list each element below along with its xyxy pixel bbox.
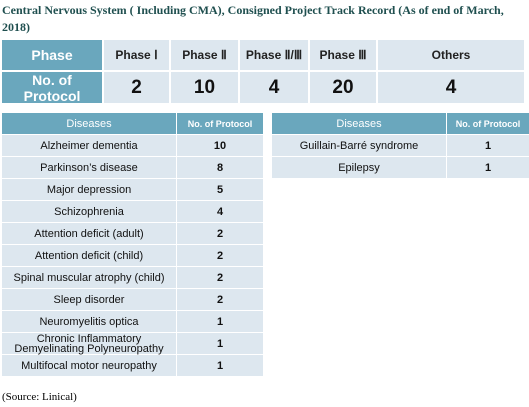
phase-header: Others (378, 40, 524, 70)
column-header: No. of Protocol (447, 113, 529, 134)
protocol-count: 4 (240, 72, 308, 103)
protocol-count: 2 (177, 245, 263, 266)
disease-name: Attention deficit (adult) (2, 223, 176, 244)
protocol-count: 1 (177, 311, 263, 332)
disease-name: Chronic Inflammatory Demyelinating Polyn… (2, 333, 176, 354)
column-header: Diseases (272, 113, 446, 134)
phase-header: Phase Ⅰ (104, 40, 169, 70)
disease-name: Schizophrenia (2, 201, 176, 222)
protocol-count: 5 (177, 179, 263, 200)
disease-name: Epilepsy (272, 157, 446, 178)
protocol-count: 2 (104, 72, 169, 103)
protocol-count: 8 (177, 157, 263, 178)
phase-header: Phase Ⅲ (310, 40, 376, 70)
protocol-count: 10 (177, 135, 263, 156)
source: (Source: Linical) (2, 391, 77, 403)
protocol-count: 4 (177, 201, 263, 222)
protocol-count: 1 (177, 333, 263, 354)
disease-name: Guillain-Barré syndrome (272, 135, 446, 156)
protocol-count: 10 (171, 72, 238, 103)
protocol-count: 2 (177, 289, 263, 310)
disease-name: Major depression (2, 179, 176, 200)
protocol-count: 20 (310, 72, 376, 103)
disease-name: Attention deficit (child) (2, 245, 176, 266)
disease-name: Sleep disorder (2, 289, 176, 310)
protocol-count: 2 (177, 223, 263, 244)
protocol-count: 2 (177, 267, 263, 288)
row-header: Phase (2, 40, 102, 70)
phase-header: Phase Ⅱ (171, 40, 238, 70)
protocol-count: 1 (447, 135, 529, 156)
disease-name: Neuromyelitis optica (2, 311, 176, 332)
disease-name: Spinal muscular atrophy (child) (2, 267, 176, 288)
disease-name: Parkinson’s disease (2, 157, 176, 178)
column-header: No. of Protocol (177, 113, 263, 134)
disease-name: Multifocal motor neuropathy (2, 355, 176, 376)
disease-name: Alzheimer dementia (2, 135, 176, 156)
row-header: No. of Protocol (2, 72, 102, 104)
protocol-count: 1 (177, 355, 263, 376)
phase-header: Phase Ⅱ/Ⅲ (240, 40, 308, 70)
protocol-count: 4 (378, 72, 524, 103)
protocol-count: 1 (447, 157, 529, 178)
title: Central Nervous System ( Including CMA),… (2, 3, 504, 34)
column-header: Diseases (2, 113, 176, 134)
